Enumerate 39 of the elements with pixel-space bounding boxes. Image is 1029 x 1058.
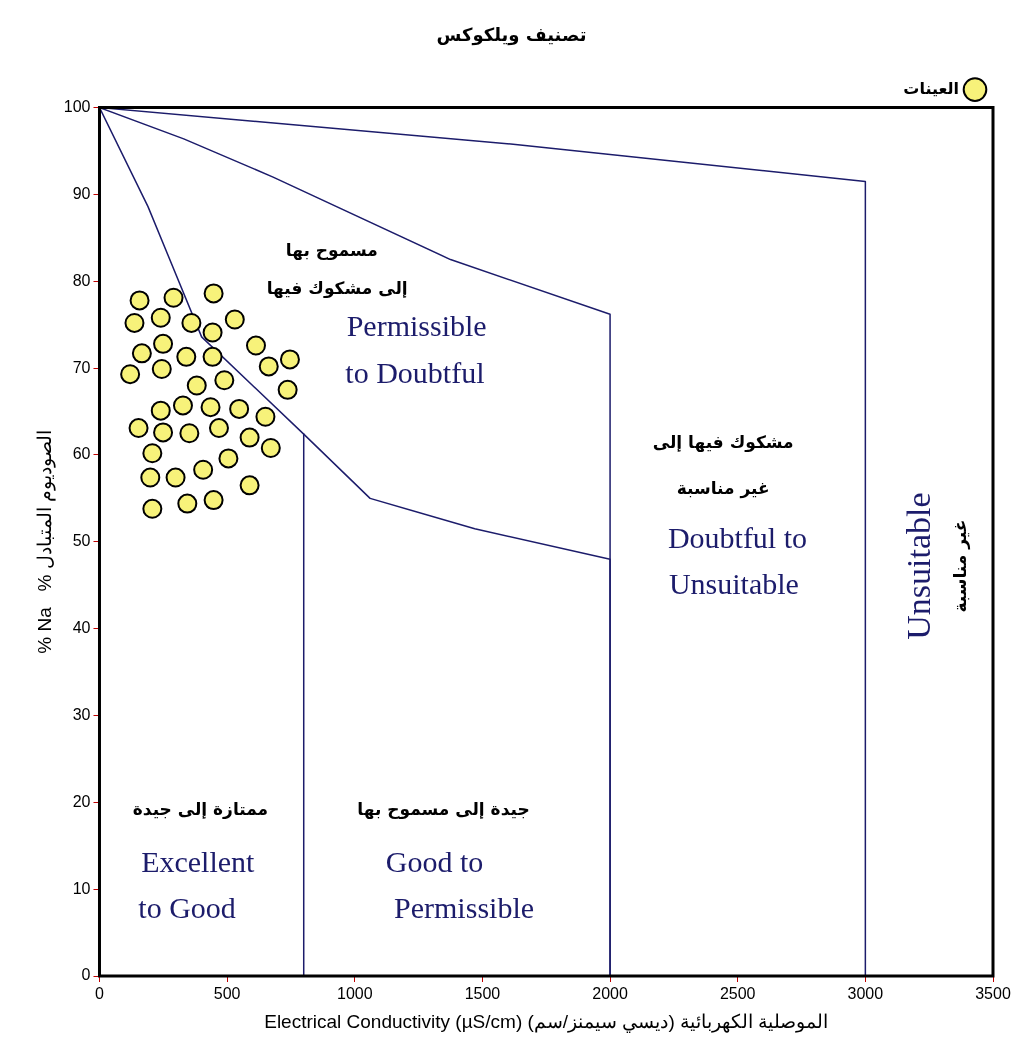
- annotation: جيدة إلى مسموح بها: [357, 799, 530, 821]
- y-tick-label: 0: [81, 966, 91, 984]
- y-tick-label: 80: [72, 271, 91, 289]
- x-tick-label: 3500: [975, 985, 1011, 1003]
- annotation: مسموح بها: [285, 240, 378, 262]
- annotation: Permissible: [346, 309, 487, 343]
- annotation: to Good: [138, 890, 236, 924]
- annotation: Unsuitable: [899, 492, 937, 640]
- x-tick-label: 2500: [719, 985, 756, 1003]
- annotation: Good to: [385, 844, 484, 878]
- y-axis-title: % Na % الصوديوم المتبادل: [33, 429, 56, 654]
- annotation: Unsuitable: [668, 566, 799, 600]
- y-tick-label: 100: [63, 98, 91, 116]
- annotation: غير مناسبة: [950, 519, 972, 613]
- x-tick-label: 0: [95, 985, 105, 1003]
- y-tick-label: 30: [72, 705, 91, 723]
- x-axis-title: Electrical Conductivity (µS/cm) (ديسي سيمنز/سم) الموصلية الكهربائية: [264, 1010, 829, 1033]
- annotation: Doubtful to: [667, 520, 808, 554]
- x-tick-label: 1000: [336, 985, 373, 1003]
- legend-label: العينات: [903, 78, 959, 98]
- y-tick-label: 70: [72, 358, 91, 376]
- x-tick-label: 500: [213, 985, 241, 1003]
- annotation: to Doubtful: [345, 355, 485, 389]
- chart-title: تصنيف ويلكوكس: [436, 24, 587, 47]
- y-tick-label: 50: [72, 532, 91, 550]
- y-tick-label: 40: [72, 619, 91, 637]
- x-tick-label: 3000: [847, 985, 884, 1003]
- annotation: Excellent: [141, 844, 256, 878]
- x-tick-label: 1500: [464, 985, 501, 1003]
- y-tick-label: 20: [72, 792, 91, 810]
- annotation: مشكوك فيها إلى: [652, 432, 794, 454]
- x-tick-label: 2000: [592, 985, 628, 1003]
- y-tick-label: 90: [72, 184, 91, 202]
- annotation: غير مناسبة: [676, 478, 770, 500]
- y-tick-label: 60: [72, 445, 91, 463]
- annotation: ممتازة إلى جيدة: [132, 799, 269, 820]
- y-tick-label: 10: [72, 879, 91, 897]
- annotation: Permissible: [394, 890, 535, 924]
- annotation: إلى مشكوك فيها: [266, 278, 408, 300]
